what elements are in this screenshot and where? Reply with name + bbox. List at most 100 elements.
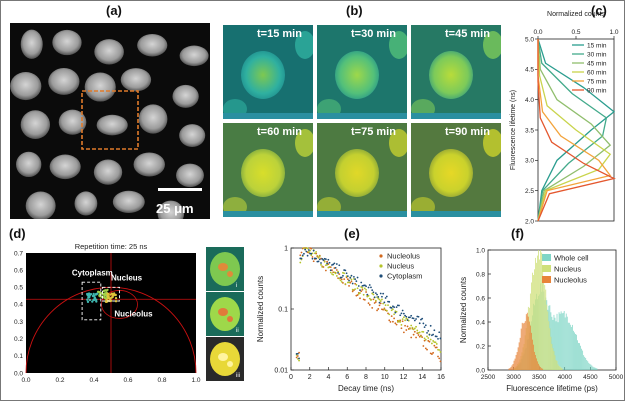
e-point bbox=[406, 319, 409, 322]
thumb-nucleolus bbox=[227, 316, 233, 322]
c-ylabel: Fluorescence lifetime (ns) bbox=[510, 90, 517, 170]
e-point bbox=[353, 275, 355, 278]
scale-bar bbox=[158, 188, 202, 191]
e-point bbox=[367, 302, 370, 305]
c-xtick-label: 1.0 bbox=[609, 29, 618, 36]
e-point bbox=[372, 291, 375, 294]
e-point bbox=[399, 321, 402, 323]
c-legend-label: 45 min bbox=[587, 60, 607, 67]
e-point bbox=[382, 292, 385, 295]
thumb-nucleolus bbox=[218, 308, 228, 316]
e-point bbox=[334, 266, 337, 269]
f-bar bbox=[547, 311, 549, 370]
e-point bbox=[382, 302, 385, 305]
e-point bbox=[359, 289, 361, 292]
f-bar bbox=[554, 355, 556, 370]
d-xtick-label: 1.0 bbox=[191, 377, 200, 384]
d-ytick-label: 0.4 bbox=[14, 302, 23, 309]
f-bar bbox=[556, 313, 558, 370]
e-point bbox=[431, 353, 433, 355]
e-point bbox=[303, 247, 305, 249]
f-bar bbox=[518, 342, 520, 370]
e-point bbox=[415, 318, 417, 320]
f-bar bbox=[580, 345, 581, 370]
f-ytick-label: 0.4 bbox=[476, 319, 485, 326]
e-point bbox=[376, 293, 378, 296]
e-point bbox=[365, 291, 367, 293]
d-cluster-point bbox=[103, 297, 107, 300]
e-point bbox=[410, 324, 413, 327]
f-bar bbox=[569, 324, 571, 370]
e-xtick-label: 2 bbox=[308, 374, 312, 381]
tile-time-label: t=60 min bbox=[257, 126, 302, 138]
e-point bbox=[394, 311, 397, 314]
tile-nucleus-edge bbox=[295, 31, 313, 59]
f-bar bbox=[553, 314, 555, 370]
f-bar bbox=[512, 363, 514, 370]
e-point bbox=[298, 357, 300, 360]
tile-colorbar bbox=[223, 113, 313, 119]
e-point bbox=[350, 278, 353, 281]
e-point bbox=[429, 324, 432, 327]
f-bar bbox=[576, 334, 577, 370]
f-bar bbox=[522, 323, 524, 370]
cell-nucleus bbox=[157, 200, 185, 219]
c-legend-label: 30 min bbox=[587, 51, 607, 58]
tile-time-label: t=30 min bbox=[351, 28, 396, 40]
e-point bbox=[356, 276, 359, 279]
f-bar bbox=[531, 282, 532, 370]
e-point bbox=[378, 301, 381, 304]
tile-time-label: t=45 min bbox=[445, 28, 490, 40]
f-bar bbox=[560, 311, 562, 370]
f-bar bbox=[537, 255, 538, 370]
e-point bbox=[398, 304, 400, 307]
e-point bbox=[305, 250, 308, 253]
e-point bbox=[376, 309, 378, 312]
f-bar bbox=[559, 366, 561, 370]
e-point bbox=[400, 323, 403, 326]
e-point bbox=[338, 273, 341, 276]
e-point bbox=[310, 254, 313, 257]
tile-nucleus bbox=[241, 51, 285, 99]
e-point bbox=[415, 325, 417, 328]
c-ytick-label: 5.0 bbox=[525, 36, 534, 43]
e-point bbox=[343, 278, 346, 280]
e-point bbox=[373, 296, 376, 299]
e-point bbox=[437, 355, 439, 358]
tile-nucleus-edge bbox=[389, 31, 407, 59]
e-point bbox=[301, 254, 304, 257]
f-bar bbox=[551, 316, 553, 370]
e-point bbox=[326, 262, 328, 265]
thumb-nucleolus bbox=[218, 263, 228, 271]
timelapse-tile bbox=[317, 25, 407, 119]
c-ytick-label: 4.0 bbox=[525, 97, 534, 104]
panel-label-d: (d) bbox=[9, 226, 26, 241]
e-ylabel: Normalized counts bbox=[256, 276, 265, 342]
e-point bbox=[368, 284, 371, 286]
e-point bbox=[412, 333, 415, 336]
f-bar bbox=[541, 368, 543, 370]
d-cluster-point bbox=[86, 300, 90, 304]
tile-nucleus bbox=[429, 149, 473, 197]
f-bar bbox=[521, 322, 523, 370]
e-point bbox=[300, 257, 303, 260]
e-point bbox=[360, 290, 363, 293]
c-ytick-label: 3.0 bbox=[525, 158, 534, 165]
d-xtick-label: 0.2 bbox=[55, 377, 64, 384]
e-point bbox=[401, 320, 404, 323]
d-cluster-point bbox=[88, 298, 92, 302]
f-bar bbox=[525, 314, 527, 370]
e-ytick-label: 1 bbox=[284, 245, 288, 252]
f-bar bbox=[570, 326, 572, 370]
cell-nucleus bbox=[112, 190, 145, 213]
tile-nucleus-edge bbox=[483, 31, 501, 59]
panel-label-a: (a) bbox=[106, 3, 122, 18]
f-bar bbox=[538, 250, 539, 370]
f-bar bbox=[559, 313, 561, 370]
f-bar bbox=[557, 364, 559, 370]
d-xtick-label: 0.0 bbox=[21, 377, 30, 384]
e-point bbox=[354, 278, 357, 281]
e-point bbox=[334, 272, 337, 275]
panel-label-f: (f) bbox=[511, 226, 524, 241]
e-point bbox=[348, 279, 350, 282]
